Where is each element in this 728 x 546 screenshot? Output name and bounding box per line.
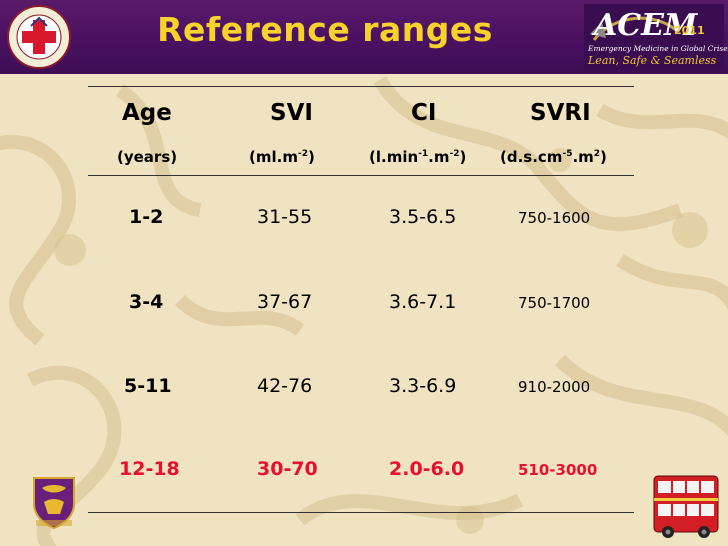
page-title: Reference ranges <box>157 10 493 49</box>
column-header-age: Age <box>122 100 172 126</box>
table-cell-age-highlight: 12-18 <box>119 458 180 480</box>
table-cell-svri-highlight: 510-3000 <box>518 461 598 479</box>
column-header-svi: SVI <box>270 100 313 126</box>
double-decker-bus-icon <box>653 475 719 538</box>
university-crest-logo <box>33 477 75 530</box>
table-cell-svri: 750-1600 <box>518 209 591 227</box>
table-cell-ci: 3.6-7.1 <box>389 291 457 313</box>
acem-logo-name: ACEM <box>594 8 698 43</box>
acem-logo-tagline: Lean, Safe & Seamless <box>588 54 717 67</box>
table-cell-svi: 31-55 <box>257 206 313 228</box>
table-cell-svi: 37-67 <box>257 291 313 313</box>
table-cell-svri: 910-2000 <box>518 378 591 396</box>
table-cell-svi-highlight: 30-70 <box>257 458 318 480</box>
table-cell-svi: 42-76 <box>257 375 313 397</box>
column-unit-age: (years) <box>117 148 178 166</box>
table-cell-age: 1-2 <box>129 206 164 228</box>
table-top-rule <box>88 86 634 87</box>
column-header-ci: CI <box>411 100 437 126</box>
table-cell-age: 5-11 <box>124 375 172 397</box>
acem-logo-background <box>584 4 724 70</box>
column-unit-svi: (ml.m-2) <box>249 148 315 166</box>
hospital-crest-logo <box>7 5 71 69</box>
acem-logo-year: 2011 <box>674 24 705 37</box>
table-cell-ci: 3.5-6.5 <box>389 206 457 228</box>
table-bottom-rule <box>88 512 634 513</box>
table-header-rule <box>88 175 634 176</box>
column-header-svri: SVRI <box>530 100 591 126</box>
column-unit-svri: (d.s.cm-5.m2) <box>500 148 607 166</box>
table-cell-age: 3-4 <box>129 291 164 313</box>
acem-logo-subtitle: Emergency Medicine in Global Crises: <box>588 44 728 53</box>
table-cell-svri: 750-1700 <box>518 294 591 312</box>
table-cell-ci-highlight: 2.0-6.0 <box>389 458 465 480</box>
table-cell-ci: 3.3-6.9 <box>389 375 457 397</box>
column-unit-ci: (l.min-1.m-2) <box>369 148 467 166</box>
